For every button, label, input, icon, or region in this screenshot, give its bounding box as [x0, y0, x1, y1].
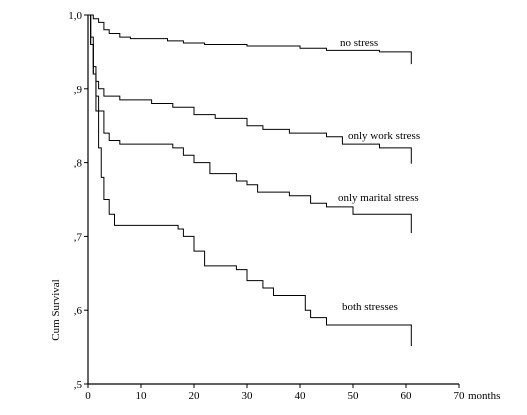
- x-tick-label: 0: [85, 390, 91, 402]
- y-axis-title: Cum Survival: [50, 279, 62, 340]
- x-tick-label: 40: [295, 390, 307, 402]
- series-line-3: [88, 14, 412, 347]
- y-tick-label: ,9: [74, 84, 83, 96]
- x-ticks: 0 10 20 30 40 50 60 70: [85, 384, 465, 402]
- y-tick-label: ,5: [74, 379, 83, 391]
- series-label: only work stress: [348, 130, 420, 142]
- series-line-0: [88, 14, 412, 65]
- y-ticks: ,5 ,6 ,7 ,8 ,9 1,0: [68, 10, 88, 391]
- series-label: no stress: [340, 37, 378, 49]
- x-tick-label: 70: [454, 390, 466, 402]
- series-label: both stresses: [342, 301, 398, 313]
- x-tick-label: 50: [348, 390, 360, 402]
- x-tick-label: 30: [242, 390, 254, 402]
- x-tick-label: 20: [189, 390, 201, 402]
- x-tick-label: 10: [136, 390, 148, 402]
- y-tick-label: ,8: [74, 158, 83, 170]
- y-tick-label: 1,0: [68, 10, 82, 22]
- axes-group: [87, 15, 459, 385]
- y-tick-label: ,6: [74, 305, 83, 317]
- x-axis-title: months: [468, 390, 500, 402]
- series-line-2: [88, 14, 412, 234]
- y-tick-label: ,7: [74, 231, 83, 243]
- series-label: only marital stress: [338, 192, 419, 204]
- x-tick-label: 60: [401, 390, 413, 402]
- series-group: [88, 14, 412, 347]
- series-labels: no stress only work stress only marital st…: [338, 37, 420, 313]
